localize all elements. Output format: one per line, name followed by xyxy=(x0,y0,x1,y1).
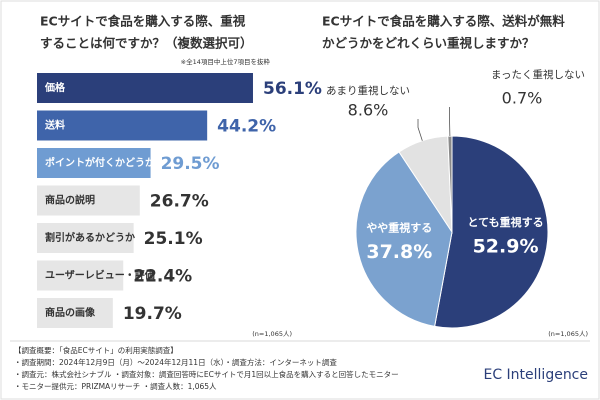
value-label: 56.1% xyxy=(263,79,322,99)
left-note: (n=1,065人) xyxy=(252,330,292,338)
brand: EC Intelligence xyxy=(483,367,588,383)
value-label: 44.2% xyxy=(217,117,276,137)
pie-slice xyxy=(447,135,453,233)
value-label: 26.7% xyxy=(150,192,209,212)
slice-value: 37.8% xyxy=(366,241,432,263)
footer-line: ・調査期間：2024年12月9日（月）～2024年12月11日（水）・調査方法：… xyxy=(14,357,337,367)
value-label: 29.5% xyxy=(161,154,220,174)
left-subtitle: ※全14項目中上位7項目を抜粋 xyxy=(181,57,271,66)
footer-line: ・調査元：株式会社シナブル ・調査対象：調査回答時にECサイトで月1回以上食品を… xyxy=(14,369,399,379)
category-label: ポイントが付くかどうか xyxy=(45,156,155,169)
category-label: 商品の説明 xyxy=(45,194,95,207)
footer-line: 【調査概要：「食品ECサイト」の利用実態調査】 xyxy=(14,345,178,355)
pie-slice xyxy=(434,135,549,329)
value-label: 25.1% xyxy=(144,229,203,249)
category-label: 送料 xyxy=(44,119,65,132)
category-label: 価格 xyxy=(44,81,66,94)
bar xyxy=(37,298,113,328)
slice-label: まったく重視しない xyxy=(491,68,585,81)
pie-slice xyxy=(355,151,453,327)
category-label: 割引があるかどうか xyxy=(45,231,135,244)
slice-label: あまり重視しない xyxy=(326,84,410,97)
value-label: 22.4% xyxy=(133,267,192,287)
bar xyxy=(37,260,124,291)
bar xyxy=(37,73,253,103)
bar xyxy=(37,148,151,178)
left-title: することは何ですか？（複数選択可） xyxy=(40,36,253,51)
leader-line xyxy=(417,119,423,141)
slice-value: 52.9% xyxy=(473,235,539,257)
value-label: 19.7% xyxy=(123,304,182,324)
slice-label: やや重視する xyxy=(366,221,432,235)
footer-line: ・モニター提供元：PRIZMAリサーチ ・調査人数：1,065人 xyxy=(14,381,217,391)
slice-label: とても重視する xyxy=(467,215,543,229)
right-title: かどうかをどれくらい重視しますか？ xyxy=(322,36,535,51)
right-note: (n=1,065人) xyxy=(548,330,588,338)
slice-value: 0.7% xyxy=(502,89,543,108)
bar xyxy=(37,223,134,253)
slice-value: 8.6% xyxy=(348,101,389,120)
bar xyxy=(37,185,140,216)
category-label: 商品の画像 xyxy=(45,306,96,319)
bar xyxy=(37,110,208,141)
category-label: ユーザーレビュー・評価 xyxy=(45,269,155,282)
right-title: ECサイトで食品を購入する際、送料が無料 xyxy=(322,14,565,29)
left-title: ECサイトで食品を購入する際、重視 xyxy=(40,14,246,29)
